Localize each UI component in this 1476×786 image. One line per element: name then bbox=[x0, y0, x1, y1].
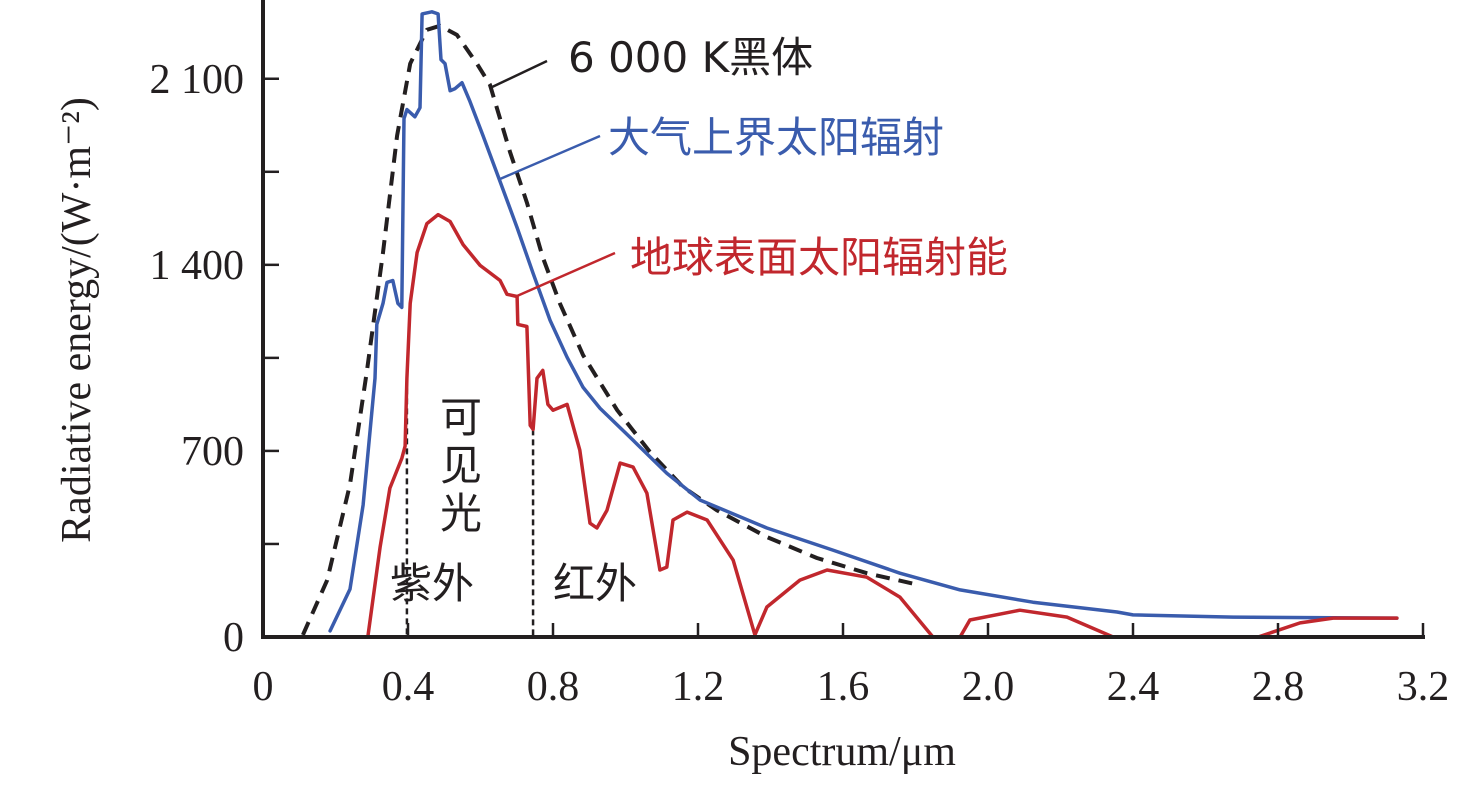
series-line-0 bbox=[301, 23, 921, 636]
x-axis-title: Spectrum/μm bbox=[728, 729, 956, 775]
blackbody-leader bbox=[489, 59, 548, 90]
y-tick-label: 0 bbox=[223, 615, 244, 661]
ir-label: 红外 bbox=[553, 559, 637, 608]
x-tick-label: 3.2 bbox=[1397, 664, 1450, 710]
series-line-1 bbox=[328, 10, 1399, 633]
y-axis-title: Radiative energy/(W·m⁻²) bbox=[54, 97, 100, 543]
x-tick-label: 1.6 bbox=[817, 664, 870, 710]
x-tick-label: 0 bbox=[253, 664, 274, 710]
x-tick-label: 2.8 bbox=[1252, 664, 1305, 710]
series-layer bbox=[301, 10, 1399, 639]
x-tick-label: 0.8 bbox=[527, 664, 580, 710]
x-tick-label: 0.4 bbox=[382, 664, 435, 710]
uv-label: 紫外 bbox=[390, 559, 474, 608]
x-tick-label: 2.0 bbox=[962, 664, 1015, 710]
y-tick-label: 2 100 bbox=[150, 57, 245, 103]
toa-leader bbox=[499, 134, 601, 181]
x-tick-label: 2.4 bbox=[1107, 664, 1160, 710]
axes: 0 0.4 0.8 1.2 1.6 2.0 2.4 2.8 3.2 0 700 1 400 2 100 bbox=[150, 0, 1450, 710]
visible-label: 可见光 bbox=[434, 395, 483, 539]
surface-leader bbox=[516, 251, 616, 298]
toa-label: 大气上界太阳辐射 bbox=[608, 113, 944, 162]
x-tick-label: 1.2 bbox=[672, 664, 725, 710]
surface-label: 地球表面太阳辐射能 bbox=[630, 233, 1008, 282]
blackbody-label: 6 000 K黑体 bbox=[568, 33, 813, 82]
y-tick-label: 1 400 bbox=[150, 243, 245, 289]
y-tick-label: 700 bbox=[181, 429, 244, 475]
